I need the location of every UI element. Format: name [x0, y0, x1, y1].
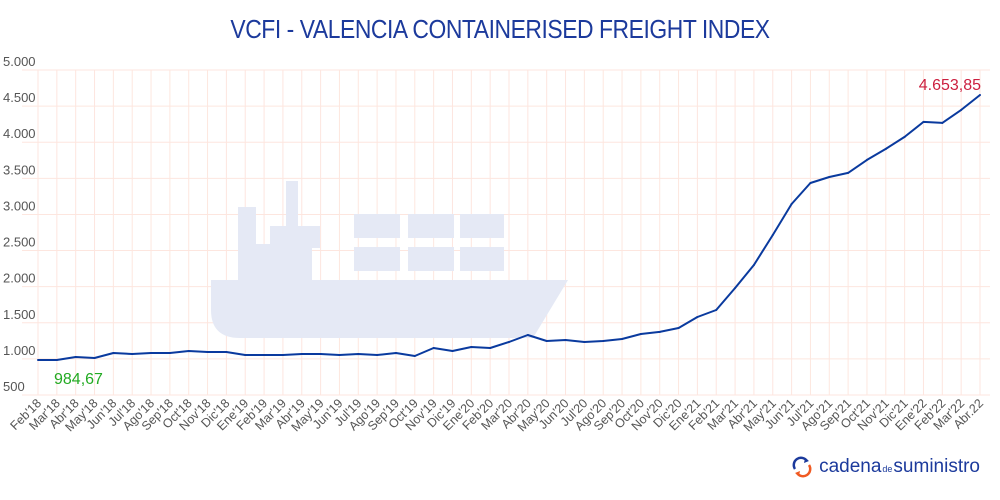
- data-point: [771, 233, 774, 236]
- data-point: [131, 352, 134, 355]
- data-point: [602, 339, 605, 342]
- data-point: [583, 340, 586, 343]
- data-point: [752, 264, 755, 266]
- data-point: [74, 356, 77, 359]
- data-point: [658, 330, 661, 333]
- data-point: [621, 337, 624, 340]
- data-point: [941, 121, 944, 124]
- data-point: [903, 135, 906, 138]
- data-point: [338, 353, 341, 356]
- data-point: [734, 286, 737, 289]
- data-point: [244, 353, 247, 356]
- y-tick-label: 1.000: [3, 343, 36, 358]
- data-point: [809, 181, 812, 184]
- y-tick-label: 5.000: [3, 54, 36, 69]
- data-point: [715, 308, 718, 311]
- data-point: [300, 352, 303, 355]
- data-point: [432, 346, 435, 349]
- data-point: [37, 358, 39, 361]
- data-point: [489, 346, 492, 349]
- data-point: [545, 339, 548, 342]
- data-point: [526, 333, 529, 336]
- data-point: [922, 120, 925, 123]
- data-point: [394, 351, 397, 354]
- data-point: [319, 352, 322, 355]
- data-point: [263, 353, 266, 356]
- y-tick-label: 500: [3, 379, 25, 394]
- data-point: [225, 350, 228, 353]
- cadena-de-suministro-logo: cadenadesuministro: [791, 456, 980, 478]
- data-point: [639, 332, 642, 335]
- data-point: [187, 350, 190, 353]
- data-point: [790, 202, 793, 205]
- data-point: [847, 171, 850, 174]
- logo-text-tail: suministro: [893, 456, 980, 477]
- data-point: [564, 338, 567, 341]
- data-point: [979, 93, 981, 96]
- grid: [22, 69, 990, 396]
- annotation-last-value: 4.653,85: [919, 77, 981, 94]
- data-point: [677, 326, 680, 329]
- logo-text-main: cadena: [819, 456, 882, 477]
- data-point: [206, 350, 209, 353]
- data-point: [168, 351, 171, 354]
- data-point: [357, 352, 360, 355]
- data-point: [150, 351, 153, 354]
- data-point: [413, 355, 416, 357]
- chart-title: VCFI - VALENCIA CONTAINERISED FREIGHT IN…: [230, 14, 770, 44]
- y-tick-label: 4.500: [3, 90, 36, 105]
- data-point: [828, 175, 831, 178]
- data-point: [470, 345, 473, 348]
- y-tick-label: 2.000: [3, 271, 36, 286]
- y-tick-label: 4.000: [3, 126, 36, 141]
- sync-arrows-logo-icon: [792, 456, 812, 478]
- data-point: [696, 316, 699, 318]
- annotation-first-value: 984,67: [54, 371, 103, 388]
- logo-text-de: de: [882, 464, 893, 474]
- data-point: [865, 158, 868, 161]
- data-point: [960, 108, 963, 111]
- data-point: [508, 340, 510, 343]
- data-point: [281, 353, 284, 356]
- y-tick-label: 2.500: [3, 235, 36, 250]
- y-tick-label: 1.500: [3, 307, 36, 322]
- y-tick-label: 3.000: [3, 198, 36, 213]
- data-point: [112, 351, 115, 354]
- data-point: [376, 353, 379, 356]
- y-tick-label: 3.500: [3, 162, 36, 177]
- data-point: [55, 358, 58, 361]
- data-point: [884, 147, 887, 150]
- data-point: [451, 350, 454, 353]
- ship-watermark-icon: [211, 181, 568, 338]
- data-point: [93, 357, 96, 360]
